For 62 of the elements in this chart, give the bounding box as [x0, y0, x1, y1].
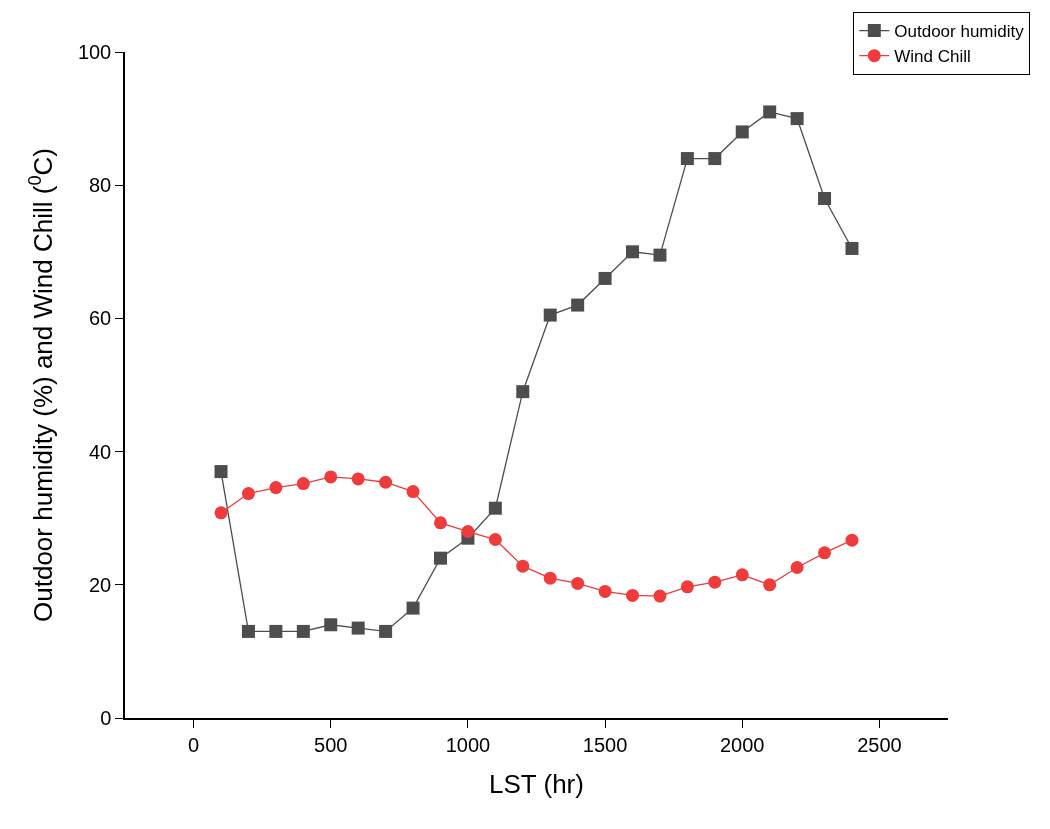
point: [626, 588, 640, 602]
point: [735, 125, 749, 139]
point: [790, 112, 804, 126]
point: [433, 551, 447, 565]
point: [598, 584, 612, 598]
point: [241, 487, 255, 501]
point: [379, 624, 393, 638]
x-tick-label: 1000: [445, 733, 491, 756]
point: [516, 385, 530, 399]
x-tick-label: 1500: [582, 733, 628, 756]
point: [763, 105, 777, 119]
point: [461, 525, 475, 539]
point: [571, 576, 585, 590]
point: [790, 560, 804, 574]
point: [598, 271, 612, 285]
y-tick-label: 80: [89, 174, 112, 197]
point: [845, 241, 859, 255]
point: [543, 308, 557, 322]
point: [406, 601, 420, 615]
point: [543, 571, 557, 585]
point: [241, 624, 255, 638]
point: [488, 501, 502, 515]
point: [708, 575, 722, 589]
y-tick-label: 40: [89, 440, 112, 463]
point: [845, 533, 859, 547]
point: [571, 298, 585, 312]
point: [296, 624, 310, 638]
point: [680, 580, 694, 594]
x-tick-label: 0: [188, 733, 200, 756]
point: [324, 618, 338, 632]
point: [818, 192, 832, 206]
point: [653, 248, 667, 262]
point: [324, 470, 338, 484]
point: [818, 546, 832, 560]
point: [269, 481, 283, 495]
point: [351, 472, 365, 486]
point: [735, 568, 749, 582]
point: [351, 621, 365, 635]
point: [516, 559, 530, 573]
point: [653, 589, 667, 603]
point: [433, 516, 447, 530]
point: [296, 477, 310, 491]
point: [708, 152, 722, 166]
x-axis-title: LST (hr): [489, 768, 584, 799]
point: [214, 506, 228, 520]
point: [763, 578, 777, 592]
point: [626, 245, 640, 259]
point: [488, 533, 502, 546]
point: [680, 152, 694, 166]
legend-label: Wind Chill: [894, 47, 971, 67]
y-tick-label: 60: [89, 307, 112, 330]
x-tick-label: 2000: [720, 733, 765, 756]
y-tick-label: 100: [77, 41, 112, 63]
y-tick-label: 0: [100, 707, 112, 729]
point: [406, 485, 420, 499]
point: [379, 475, 393, 489]
point: [269, 624, 283, 638]
y-tick-label: 20: [89, 573, 112, 596]
point: [214, 465, 228, 479]
x-tick-label: 2500: [857, 733, 902, 756]
x-tick-label: 500: [314, 733, 348, 756]
legend-label: Outdoor humidity: [894, 22, 1025, 42]
